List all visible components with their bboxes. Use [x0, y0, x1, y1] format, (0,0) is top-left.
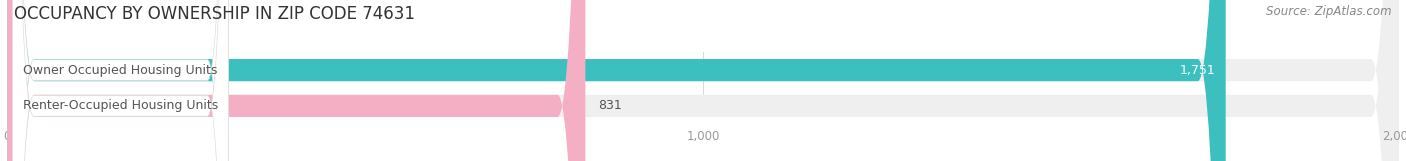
Text: Source: ZipAtlas.com: Source: ZipAtlas.com [1267, 5, 1392, 18]
FancyBboxPatch shape [13, 0, 228, 161]
Text: 831: 831 [598, 99, 621, 112]
FancyBboxPatch shape [7, 0, 585, 161]
FancyBboxPatch shape [13, 0, 228, 161]
Text: 1,751: 1,751 [1180, 64, 1215, 77]
FancyBboxPatch shape [7, 0, 1226, 161]
Text: Renter-Occupied Housing Units: Renter-Occupied Housing Units [22, 99, 218, 112]
FancyBboxPatch shape [7, 0, 1399, 161]
FancyBboxPatch shape [7, 0, 1399, 161]
Text: Owner Occupied Housing Units: Owner Occupied Housing Units [24, 64, 218, 77]
Text: OCCUPANCY BY OWNERSHIP IN ZIP CODE 74631: OCCUPANCY BY OWNERSHIP IN ZIP CODE 74631 [14, 5, 415, 23]
